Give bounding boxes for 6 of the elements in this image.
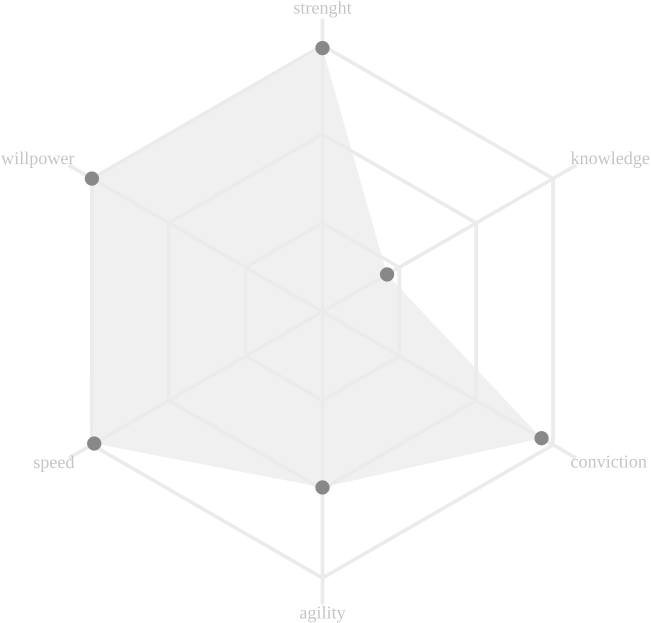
spoke-label: speed bbox=[34, 455, 74, 472]
spoke-label: willpower bbox=[1, 151, 74, 168]
spoke-label: strenght bbox=[294, 0, 352, 18]
spoke-label: agility bbox=[300, 606, 346, 622]
spoke-label: conviction bbox=[571, 455, 647, 468]
spoke-label: knowledge bbox=[570, 151, 650, 168]
